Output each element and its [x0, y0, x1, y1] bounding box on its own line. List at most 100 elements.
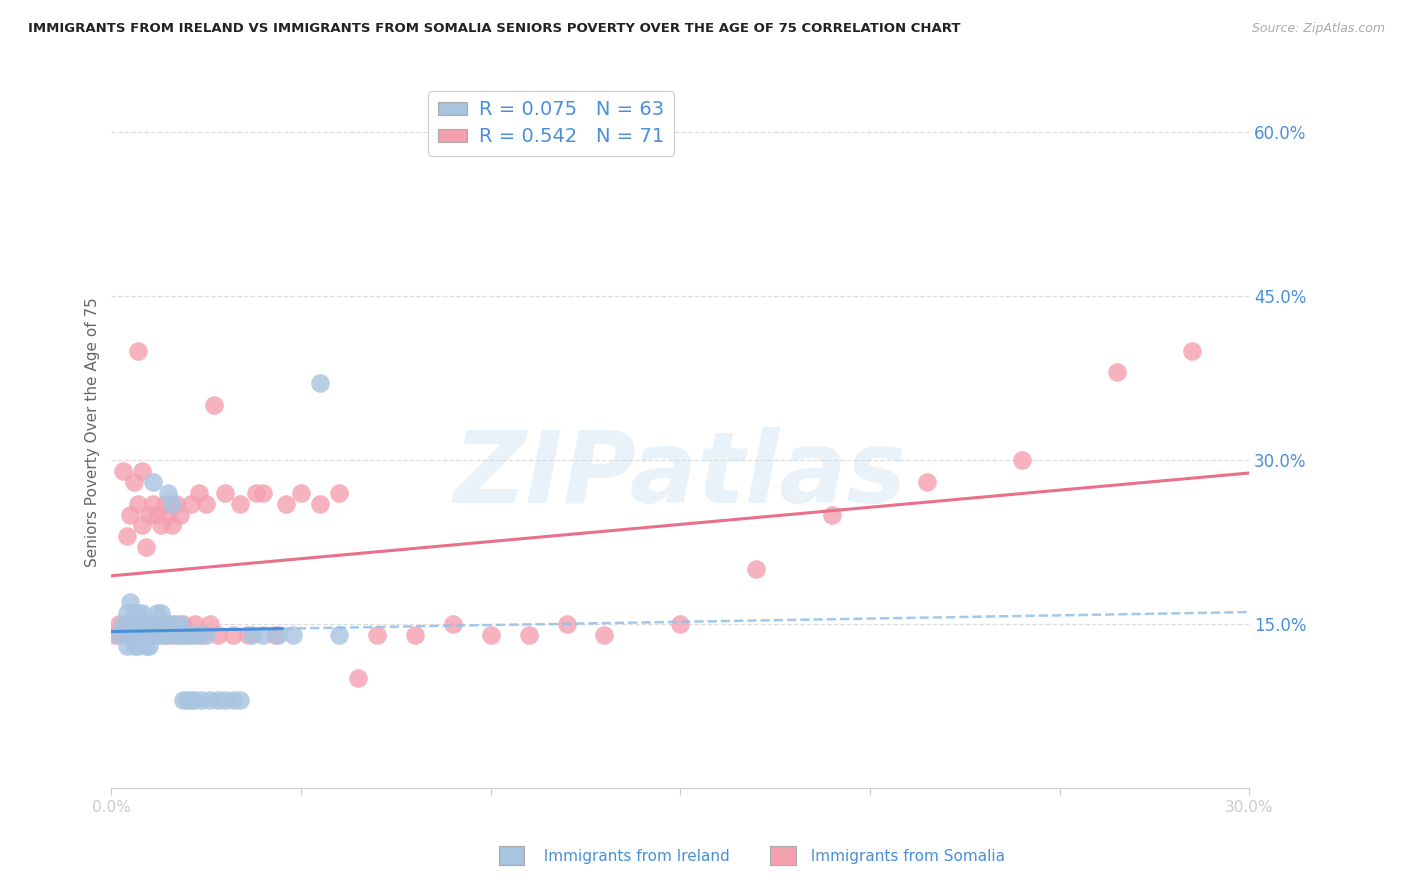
Point — [180, 497, 202, 511]
Point — [111, 616, 134, 631]
Point — [108, 616, 131, 631]
Point — [146, 508, 169, 522]
Point — [127, 343, 149, 358]
Point — [149, 518, 172, 533]
Point — [142, 475, 165, 489]
Point — [169, 628, 191, 642]
Point — [187, 628, 209, 642]
Point — [821, 508, 844, 522]
Point — [120, 595, 142, 609]
Point — [195, 628, 218, 642]
Point — [195, 497, 218, 511]
Point — [120, 628, 142, 642]
Point — [328, 485, 350, 500]
Point — [127, 639, 149, 653]
Text: Immigrants from Ireland: Immigrants from Ireland — [534, 849, 730, 863]
Point — [127, 606, 149, 620]
Point — [131, 518, 153, 533]
Point — [165, 628, 187, 642]
Point — [283, 628, 305, 642]
Point — [180, 693, 202, 707]
Point — [142, 616, 165, 631]
Point — [127, 616, 149, 631]
Point — [207, 693, 229, 707]
Point — [146, 606, 169, 620]
Point — [131, 616, 153, 631]
Point — [138, 508, 160, 522]
Point — [131, 616, 153, 631]
Point — [184, 616, 207, 631]
Point — [593, 628, 616, 642]
Point — [347, 672, 370, 686]
Point — [122, 606, 145, 620]
Point — [172, 616, 194, 631]
Point — [169, 508, 191, 522]
Point — [149, 606, 172, 620]
Point — [229, 497, 252, 511]
Point — [157, 508, 180, 522]
Point — [160, 616, 183, 631]
Y-axis label: Seniors Poverty Over the Age of 75: Seniors Poverty Over the Age of 75 — [86, 298, 100, 567]
Point — [169, 616, 191, 631]
Point — [309, 497, 332, 511]
Legend: R = 0.075   N = 63, R = 0.542   N = 71: R = 0.075 N = 63, R = 0.542 N = 71 — [429, 91, 673, 156]
Point — [198, 616, 221, 631]
Point — [149, 616, 172, 631]
Point — [135, 628, 157, 642]
Point — [153, 628, 176, 642]
Point — [555, 616, 578, 631]
Point — [263, 628, 285, 642]
Point — [104, 628, 127, 642]
Point — [120, 616, 142, 631]
Point — [115, 606, 138, 620]
Point — [191, 693, 214, 707]
Point — [127, 628, 149, 642]
Point — [172, 628, 194, 642]
Point — [404, 628, 426, 642]
Point — [115, 639, 138, 653]
Point — [135, 616, 157, 631]
Point — [366, 628, 388, 642]
Point — [122, 616, 145, 631]
Point — [160, 518, 183, 533]
Point — [252, 628, 274, 642]
Point — [191, 628, 214, 642]
Point — [290, 485, 312, 500]
Point — [115, 616, 138, 631]
Point — [111, 464, 134, 478]
Point — [142, 616, 165, 631]
Point — [138, 628, 160, 642]
Point — [135, 616, 157, 631]
Point — [135, 541, 157, 555]
Point — [135, 639, 157, 653]
Point — [240, 628, 263, 642]
Point — [153, 497, 176, 511]
Point — [176, 628, 198, 642]
Point — [131, 464, 153, 478]
Point — [180, 628, 202, 642]
Point — [915, 475, 938, 489]
Point — [176, 628, 198, 642]
Point — [122, 616, 145, 631]
Point — [184, 693, 207, 707]
Point — [157, 485, 180, 500]
Point — [131, 628, 153, 642]
Text: ZIPatlas: ZIPatlas — [454, 426, 907, 524]
Point — [214, 693, 236, 707]
Point — [108, 628, 131, 642]
Point — [146, 628, 169, 642]
Point — [111, 628, 134, 642]
Point — [214, 485, 236, 500]
Point — [172, 693, 194, 707]
Point — [149, 628, 172, 642]
Point — [142, 497, 165, 511]
Point — [267, 628, 290, 642]
Point — [184, 628, 207, 642]
Text: Immigrants from Somalia: Immigrants from Somalia — [801, 849, 1005, 863]
Point — [479, 628, 502, 642]
Point — [669, 616, 692, 631]
Point — [142, 628, 165, 642]
Point — [1181, 343, 1204, 358]
Point — [274, 497, 297, 511]
Point — [309, 376, 332, 391]
